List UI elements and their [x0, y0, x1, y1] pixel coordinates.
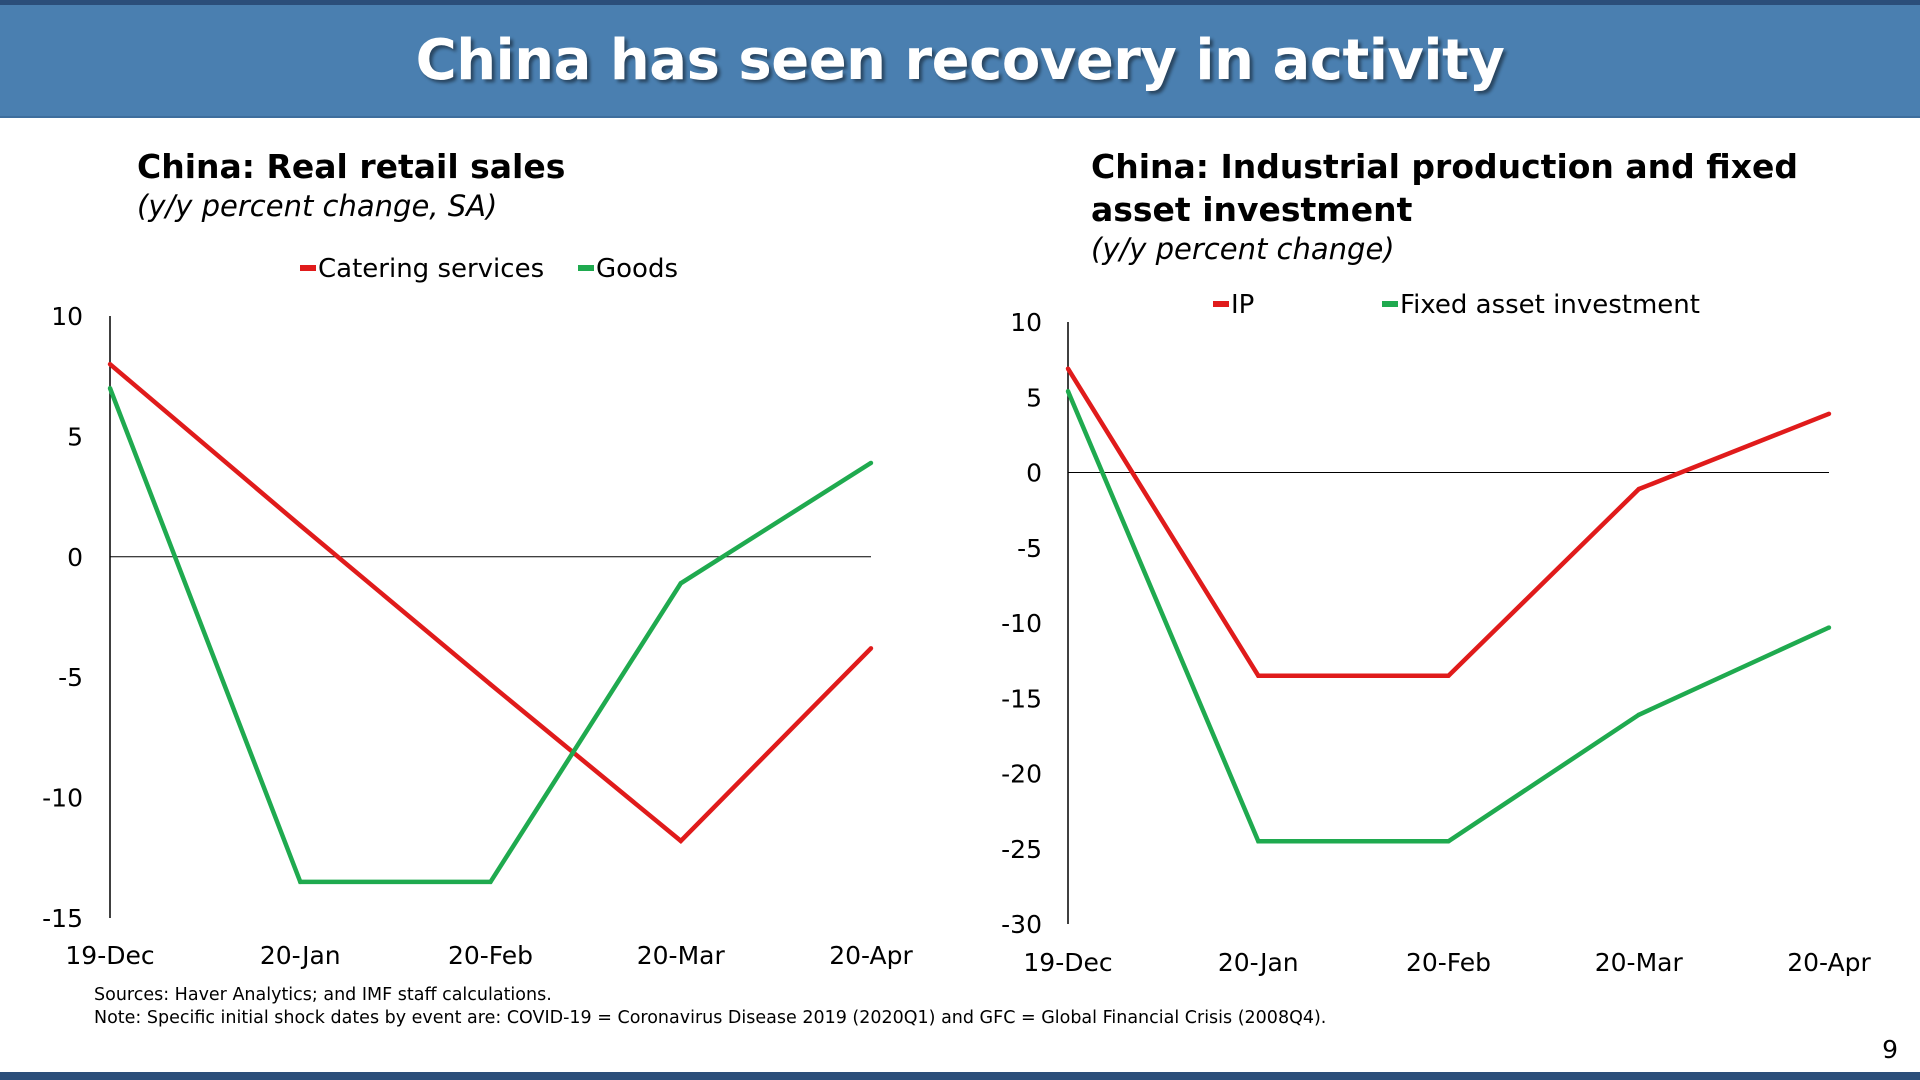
y-tick-label-neg10: -10 — [42, 784, 83, 813]
x-tick-label-19-dec: 19-Dec — [1023, 948, 1112, 977]
legend-swatch-fixed-asset-investment — [1382, 301, 1398, 307]
data-point-ip-20-feb — [1446, 673, 1451, 678]
data-point-goods-20-mar — [678, 581, 683, 586]
bottom-rule — [0, 1072, 1920, 1080]
legend-swatch-ip — [1213, 301, 1229, 307]
data-point-fixed-asset-investment-20-mar — [1636, 712, 1641, 718]
slide-title: China has seen recovery in activity — [415, 28, 1505, 93]
x-tick-label-20-apr: 20-Apr — [1787, 948, 1871, 977]
legend-label-goods: Goods — [596, 254, 678, 284]
data-point-ip-20-mar — [1636, 486, 1641, 492]
data-point-fixed-asset-investment-19-dec — [1065, 389, 1071, 394]
sources-note: Sources: Haver Analytics; and IMF staff … — [94, 985, 552, 1005]
data-point-catering-services-20-jan — [298, 523, 303, 528]
legend-label-ip: IP — [1231, 290, 1254, 320]
chart-2-title: China: Industrial production and fixed a… — [1091, 147, 1799, 229]
y-tick-label-neg20: -20 — [1001, 760, 1042, 789]
legend-label-catering-services: Catering services — [318, 254, 544, 284]
data-point-catering-services-20-mar — [678, 838, 683, 844]
legend-swatch-goods — [578, 265, 594, 271]
data-point-goods-20-apr — [868, 460, 874, 466]
data-point-ip-20-jan — [1256, 673, 1261, 678]
legend-label-fixed-asset-investment: Fixed asset investment — [1400, 290, 1700, 320]
data-point-ip-20-apr — [1826, 411, 1832, 417]
x-tick-label-20-mar: 20-Mar — [1595, 948, 1684, 977]
y-tick-label-neg15: -15 — [42, 904, 83, 933]
data-point-goods-20-feb — [488, 879, 493, 885]
data-point-catering-services-20-apr — [868, 646, 874, 651]
data-point-goods-20-jan — [298, 879, 303, 885]
y-tick-label-5: 5 — [67, 422, 83, 451]
y-tick-label-neg10: -10 — [1001, 609, 1042, 638]
y-tick-label-0: 0 — [1026, 459, 1042, 488]
data-point-fixed-asset-investment-20-jan — [1256, 839, 1261, 844]
legend-swatch-catering-services — [300, 265, 316, 271]
x-tick-label-20-feb: 20-Feb — [1406, 948, 1491, 977]
y-tick-label-0: 0 — [67, 543, 83, 572]
y-tick-label-10: 10 — [51, 302, 83, 331]
x-tick-label-20-feb: 20-Feb — [448, 941, 533, 970]
series-line-ip — [1066, 367, 1830, 678]
data-point-fixed-asset-investment-20-apr — [1826, 625, 1832, 630]
y-tick-label-neg5: -5 — [58, 663, 83, 692]
data-point-catering-services-19-dec — [107, 361, 113, 367]
x-tick-label-19-dec: 19-Dec — [65, 941, 154, 970]
data-point-ip-19-dec — [1065, 366, 1071, 371]
y-tick-label-10: 10 — [1010, 308, 1042, 337]
x-tick-label-20-jan: 20-Jan — [260, 941, 341, 970]
chart-1-subtitle: (y/y percent change, SA) — [137, 189, 498, 223]
y-tick-label-5: 5 — [1026, 383, 1042, 412]
y-tick-label-neg5: -5 — [1017, 534, 1042, 563]
top-rule — [0, 0, 1920, 5]
definitions-note: Note: Specific initial shock dates by ev… — [94, 1008, 1327, 1028]
data-point-goods-19-dec — [107, 386, 113, 391]
footnotes: Sources: Haver Analytics; and IMF staff … — [94, 984, 1326, 1030]
chart-2-subtitle: (y/y percent change) — [1091, 232, 1395, 266]
x-tick-label-20-jan: 20-Jan — [1218, 948, 1299, 977]
x-tick-label-20-apr: 20-Apr — [829, 941, 913, 970]
y-tick-label-neg25: -25 — [1001, 835, 1042, 864]
x-tick-label-20-mar: 20-Mar — [637, 941, 726, 970]
data-point-catering-services-20-feb — [488, 682, 493, 687]
y-tick-label-neg30: -30 — [1001, 910, 1042, 939]
title-banner: China has seen recovery in activity — [0, 5, 1920, 118]
chart-1-title: China: Real retail sales — [137, 147, 566, 186]
page-number: 9 — [1882, 1035, 1898, 1064]
y-tick-label-neg15: -15 — [1001, 684, 1042, 713]
data-point-fixed-asset-investment-20-feb — [1446, 839, 1451, 844]
